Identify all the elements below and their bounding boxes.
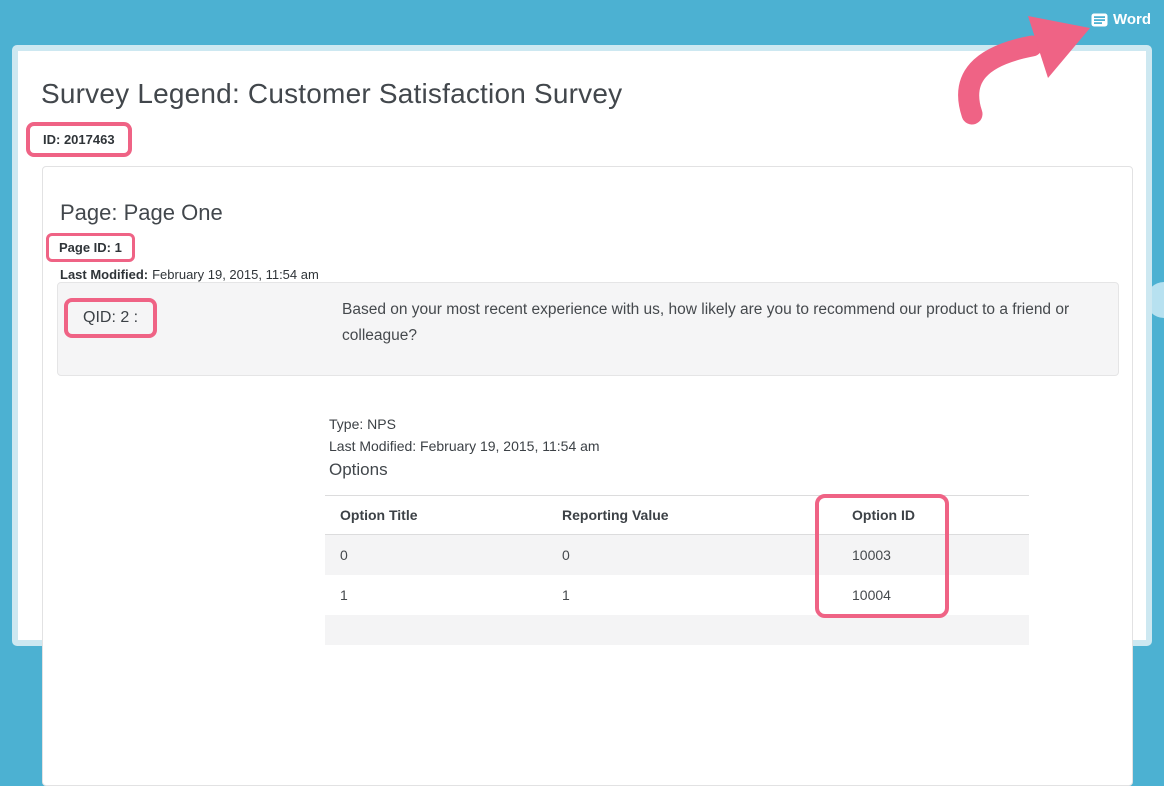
question-header: QID: 2 : Based on your most recent exper… xyxy=(57,282,1119,376)
col-header-option-id: Option ID xyxy=(852,507,915,523)
question-text: Based on your most recent experience wit… xyxy=(342,301,1070,344)
page-title: Survey Legend: Customer Satisfaction Sur… xyxy=(41,78,623,109)
word-label: Word xyxy=(1112,11,1151,28)
survey-legend-card: Survey Legend: Customer Satisfaction Sur… xyxy=(12,45,1152,786)
survey-id-text: ID: 2017463 xyxy=(43,132,115,147)
page-last-modified: Last Modified: February 19, 2015, 11:54 a… xyxy=(60,267,319,282)
page-id-text: Page ID: 1 xyxy=(59,240,122,255)
col-header-option-title: Option Title xyxy=(340,507,418,523)
page-id-badge: Page ID: 1 xyxy=(46,233,135,262)
question-last-modified: Last Modified: February 19, 2015, 11:54 … xyxy=(329,438,600,454)
question-meta: Type: NPS Last Modified: February 19, 20… xyxy=(329,413,600,457)
survey-id-badge: ID: 2017463 xyxy=(26,122,132,157)
last-modified-label: Last Modified: xyxy=(60,267,149,282)
cell-reporting-value: 1 xyxy=(562,587,570,603)
page-section: Page: Page One Page ID: 1 Last Modified:… xyxy=(42,166,1133,786)
table-row-partial xyxy=(325,615,1029,645)
cell-option-id: 10003 xyxy=(852,547,891,563)
word-icon xyxy=(1091,13,1108,27)
question-type: Type: NPS xyxy=(329,416,396,432)
cell-option-title: 0 xyxy=(340,547,348,563)
page-heading: Page: Page One xyxy=(60,200,223,225)
qid-text: QID: 2 : xyxy=(83,309,139,326)
col-header-reporting-value: Reporting Value xyxy=(562,507,669,523)
options-heading: Options xyxy=(329,460,388,479)
last-modified-value: February 19, 2015, 11:54 am xyxy=(152,267,319,282)
table-row: 1 1 10004 xyxy=(325,575,1029,615)
table-row: 0 0 10003 xyxy=(325,535,1029,575)
cell-option-id: 10004 xyxy=(852,587,891,603)
options-table: Option Title Reporting Value Option ID 0… xyxy=(325,495,1029,645)
qid-badge: QID: 2 : xyxy=(64,298,158,338)
options-table-header: Option Title Reporting Value Option ID xyxy=(325,495,1029,535)
cell-option-title: 1 xyxy=(340,587,348,603)
cell-reporting-value: 0 xyxy=(562,547,570,563)
word-export-button[interactable]: Word xyxy=(1091,11,1151,28)
